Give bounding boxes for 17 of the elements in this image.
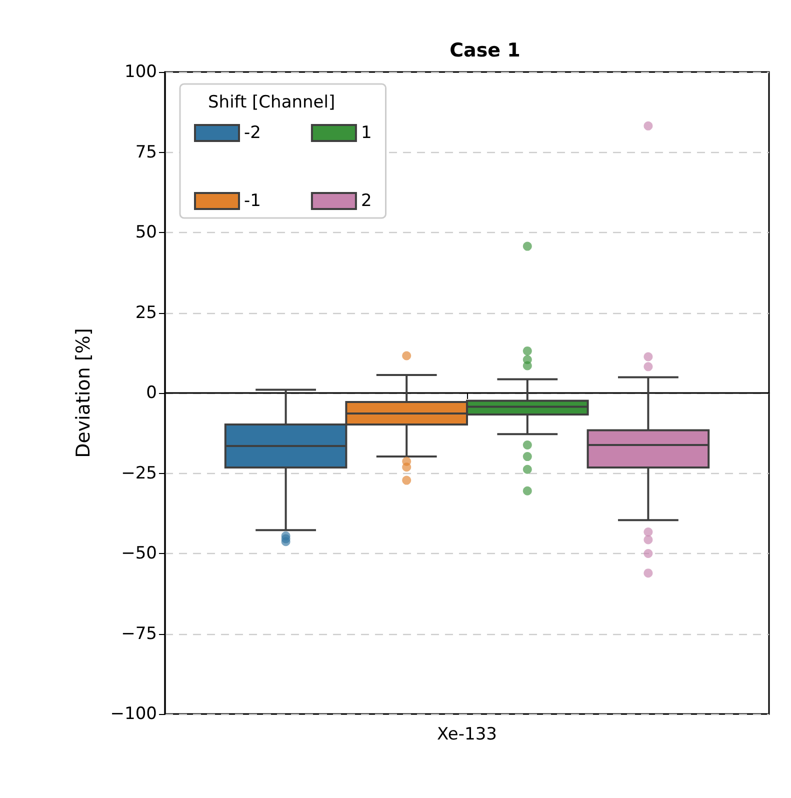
y-axis-title: Deviation [%] (72, 328, 94, 458)
y-tick-label: 0 (146, 383, 157, 403)
y-tick-label: −25 (121, 463, 157, 484)
y-tick-label: 100 (124, 62, 157, 82)
y-tick-label: 50 (135, 222, 157, 242)
legend-title: Shift [Channel] (208, 92, 336, 112)
y-tick-label: 25 (135, 302, 157, 323)
y-tick-label: 75 (135, 142, 157, 162)
chart-title: Case 1 (450, 40, 520, 62)
x-tick-label: Xe-133 (437, 724, 497, 744)
legend-label: -2 (244, 123, 261, 143)
y-tick-label: −50 (121, 544, 157, 564)
y-tick-label: −75 (121, 624, 157, 644)
legend-label: 1 (360, 123, 372, 143)
legend-label: -1 (244, 191, 261, 211)
legend-label: 2 (360, 191, 372, 211)
y-tick-label: −100 (110, 704, 157, 724)
